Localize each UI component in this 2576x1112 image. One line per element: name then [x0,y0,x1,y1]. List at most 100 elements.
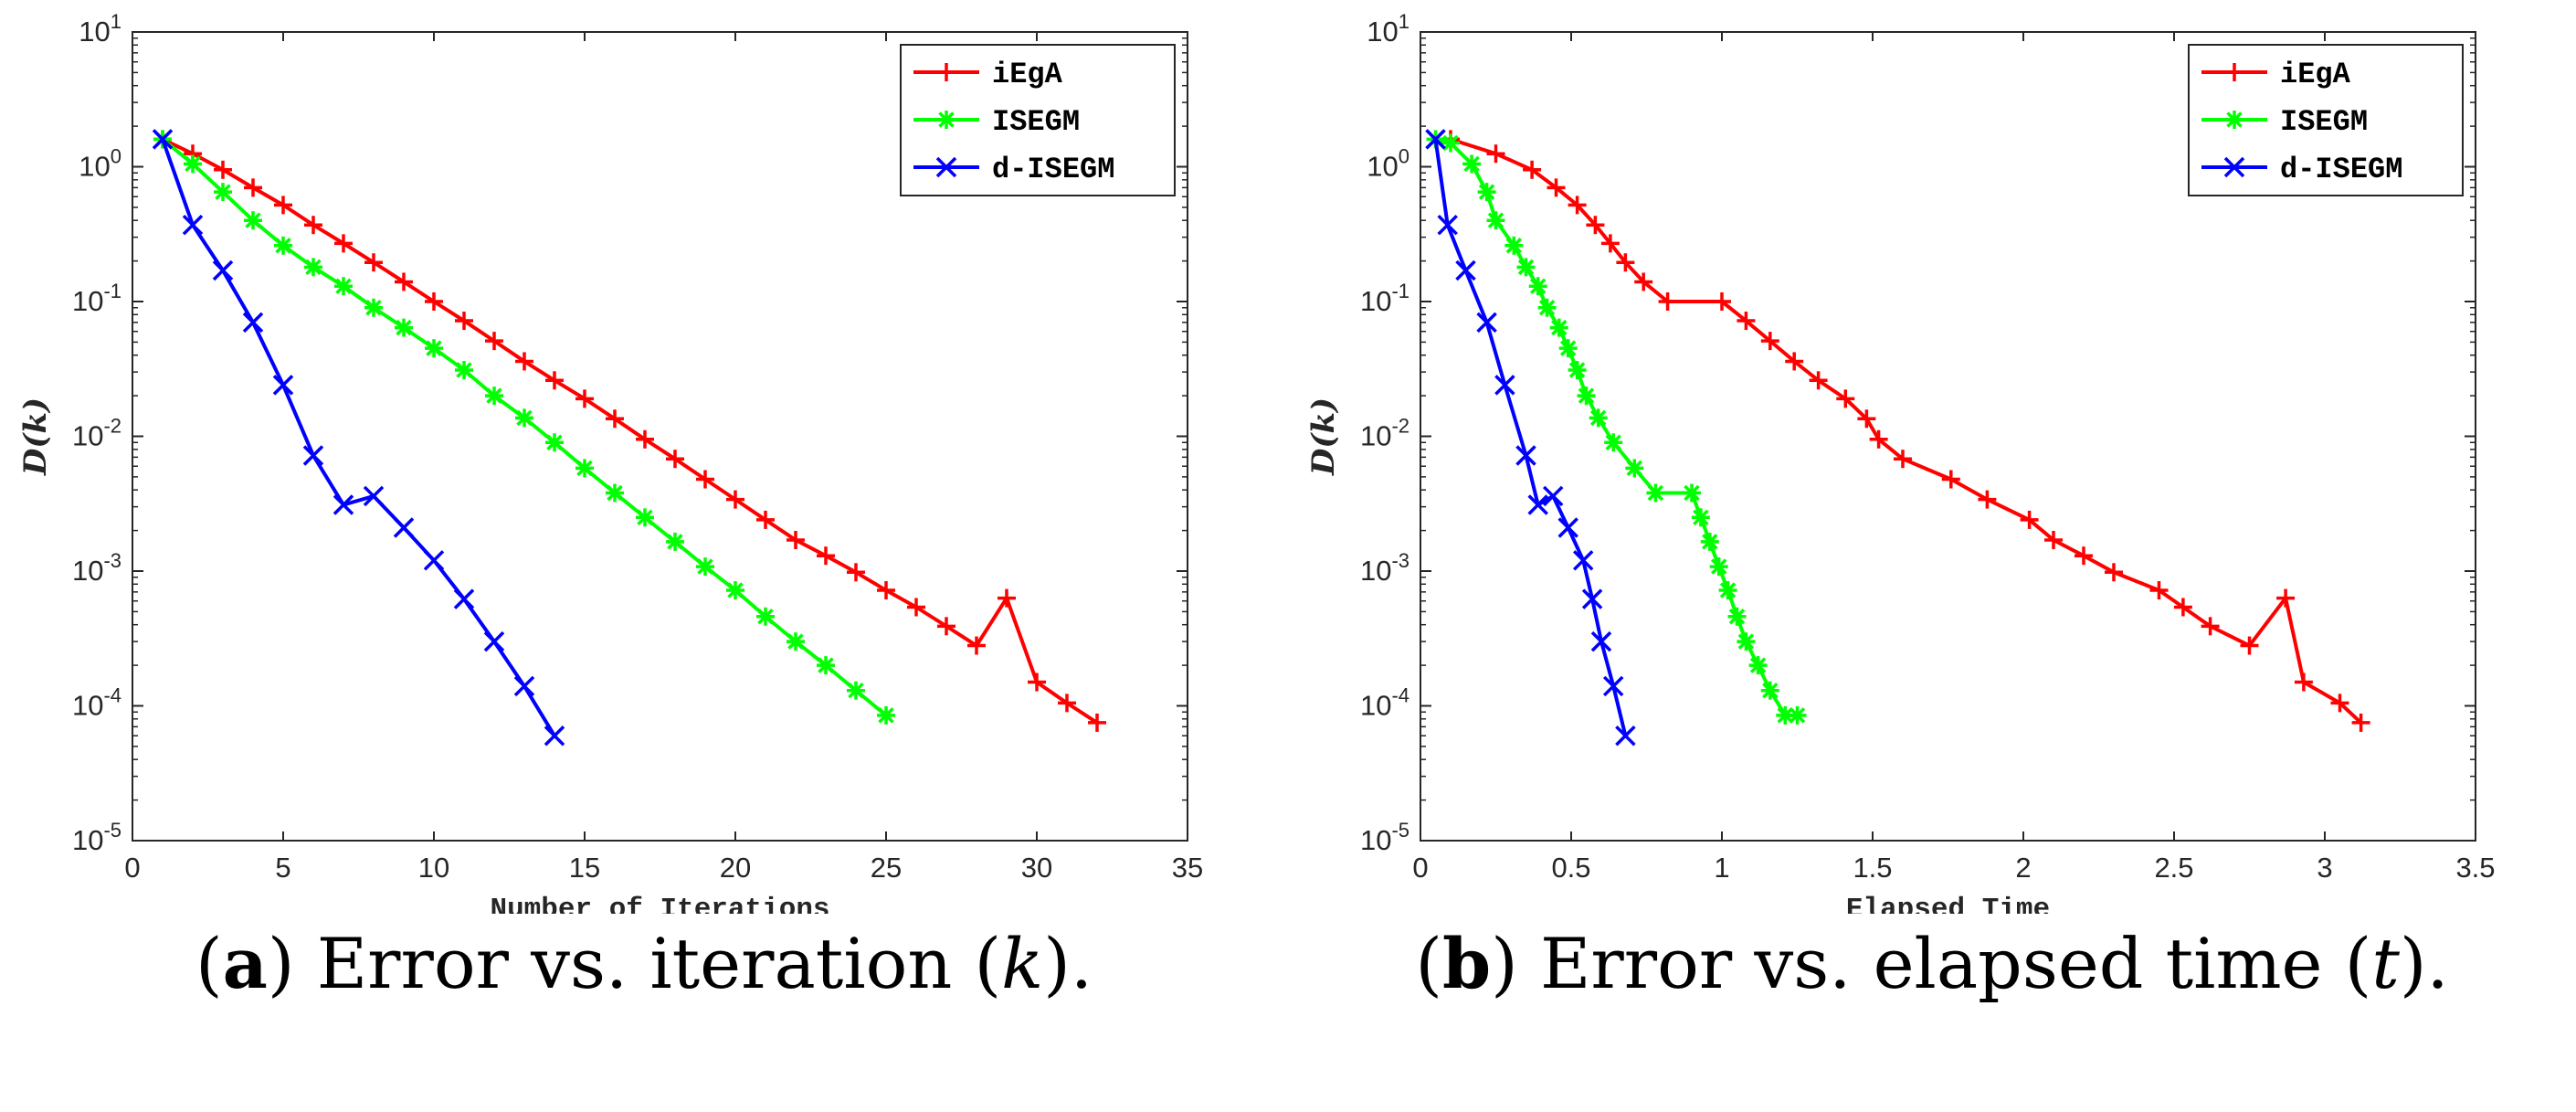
legend-marker [935,156,957,178]
data-point [1760,681,1779,700]
legend-label: iEgA [992,58,1063,91]
x-tick-label: 2 [2015,852,2031,884]
data-point [515,408,533,428]
data-point [513,675,535,697]
data-point [272,375,294,396]
data-point [1737,632,1756,651]
data-point [1857,409,1876,429]
data-point [1494,375,1515,396]
y-tick-label: 10-4 [1360,684,1409,722]
data-point [726,490,744,509]
data-point [1600,234,1620,253]
data-point [696,470,714,489]
data-point [1604,433,1623,452]
x-tick-label: 1 [1714,852,1729,884]
plot-frame [1420,31,2476,842]
x-axis-label: Number of Iterations [490,894,829,914]
y-tick-label: 10-1 [72,280,121,317]
x-tick-label: 0 [124,852,140,884]
data-point [1477,183,1496,202]
x-tick-label: 3.5 [2455,852,2495,884]
data-point [304,258,322,277]
y-tick-label: 10-3 [1360,549,1409,587]
y-tick-label: 10-5 [72,819,121,856]
y-tick-label: 101 [1367,10,1409,48]
data-point [817,546,835,566]
data-point [1727,607,1747,626]
caption-a: (a) Error vs. iteration (k). [195,923,1093,1004]
data-point [425,339,443,358]
data-point [1776,705,1795,725]
chart-b: 0 0.5 1 1.5 2 2.5 3 3.5 101 100 10-1 10-2 10-3 10-4 10… [1305,10,2496,914]
y-tick-label: 10-5 [1360,819,1409,856]
data-point [425,292,443,311]
x-tick-label: 30 [1021,852,1052,884]
data-point [575,389,594,408]
x-tick-label: 10 [418,852,449,884]
x-tick-label: 25 [871,852,902,884]
data-point [817,656,835,675]
data-point [184,154,202,174]
data-point [1476,312,1497,334]
y-axis-label: D(k) [17,397,54,476]
data-point [364,253,383,272]
data-point [2105,563,2123,582]
data-point [423,550,445,571]
data-point [274,196,292,215]
data-point [1028,672,1046,692]
data-point [998,588,1016,608]
data-point [364,298,383,317]
series-line-ISEGM [1435,137,1798,717]
x-axis-label: Elapsed Time [1846,894,2050,914]
data-point [1589,408,1608,428]
y-axis-label: D(k) [1305,397,1342,476]
data-point [1516,258,1536,277]
data-point [1486,211,1505,230]
y-tick-label: 101 [79,10,121,48]
data-point [1537,298,1557,317]
series-ISEGM [153,130,895,725]
x-tick-label: 35 [1172,852,1203,884]
y-tick-label: 100 [1367,145,1409,183]
data-point [242,312,264,334]
data-point [2276,588,2296,608]
data-point [244,211,262,230]
data-point [1602,675,1624,697]
data-point [2149,581,2169,600]
y-tick-label: 10-2 [72,415,121,452]
series-d-ISEGM [1425,129,1636,747]
x-tick-label: 5 [275,852,290,884]
series-line-d-ISEGM [1433,139,1628,736]
data-point [182,214,204,236]
data-point [1809,371,1828,390]
series-iEgA [1441,130,2370,732]
data-point [1504,236,1524,255]
data-point [1523,160,1542,179]
data-point [1486,144,1505,164]
data-point [1586,216,1605,235]
data-point [545,371,564,390]
data-point [1437,214,1458,236]
data-point [304,216,322,235]
series-d-ISEGM [152,129,565,747]
data-point [393,517,415,538]
x-tick-label: 0 [1412,852,1428,884]
data-point [1978,490,1997,509]
data-point [787,632,805,651]
data-point [1590,630,1612,652]
y-tick-label: 10-2 [1360,415,1409,452]
data-point [485,332,503,351]
legend-label: d-ISEGM [992,153,1114,186]
y-tick-label: 100 [79,145,121,183]
legend-marker [2225,63,2243,81]
data-point [2330,694,2349,713]
data-point [545,433,564,452]
data-point [453,588,475,609]
legend-label: ISEGM [2280,105,2368,139]
data-point [1894,450,1912,469]
data-point [756,607,775,626]
series-ISEGM [1426,130,1807,725]
data-point [1572,550,1594,571]
data-point [515,352,533,371]
data-point [1528,277,1547,296]
